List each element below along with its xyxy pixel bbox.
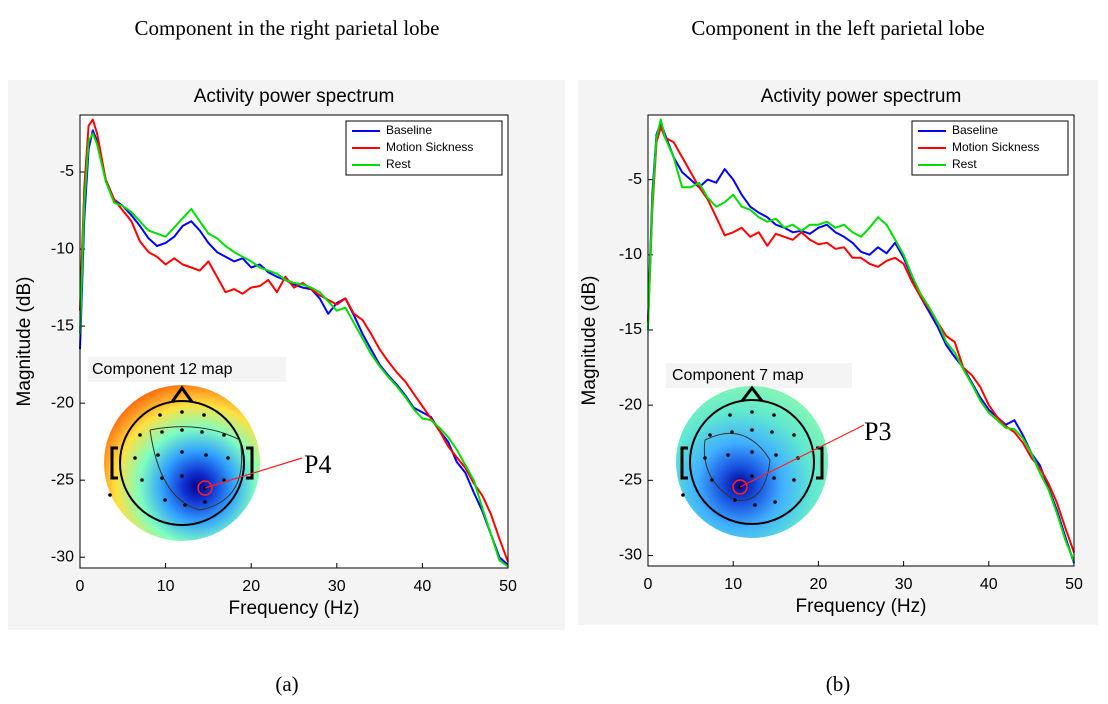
- electrode-label: P4: [304, 450, 331, 479]
- panel: Activity power spectrum Frequency (Hz) Mag…: [8, 80, 565, 630]
- legend-label: Baseline: [386, 123, 432, 137]
- topomap: [104, 385, 260, 541]
- x-tick-label: 30: [895, 576, 913, 593]
- y-tick-label: -10: [51, 240, 74, 257]
- x-tick-label: 50: [499, 578, 517, 595]
- plot: Activity power spectrum Frequency (Hz) Mag…: [579, 86, 1083, 617]
- panel-heading: Component in the right parietal lobe: [134, 16, 439, 40]
- y-tick-label: -15: [51, 317, 74, 334]
- legend-label: Baseline: [952, 123, 998, 137]
- nose: [740, 385, 764, 402]
- legend-label: Rest: [386, 157, 411, 171]
- y-tick-label: -25: [619, 472, 642, 489]
- head-outline: [119, 400, 245, 526]
- legend-label: Rest: [952, 157, 977, 171]
- panel: Activity power spectrum Frequency (Hz) Mag…: [578, 80, 1098, 625]
- series-line: [647, 126, 1075, 553]
- pointer: [204, 457, 303, 489]
- inset-box: [666, 363, 852, 388]
- x-tick-label: 40: [980, 576, 998, 593]
- x-tick-label: 0: [76, 578, 85, 595]
- inset-title: Component 12 map: [92, 361, 233, 378]
- panel-heading: Component in the left parietal lobe: [691, 16, 984, 40]
- x-tick-label: 20: [810, 576, 828, 593]
- x-axis-label: Frequency (Hz): [229, 598, 360, 619]
- x-tick-label: 10: [157, 578, 175, 595]
- y-axis-label: Magnitude (dB): [579, 276, 600, 406]
- caption: (b): [826, 672, 851, 696]
- plot-frame: [647, 114, 1075, 567]
- x-tick-label: 30: [328, 578, 346, 595]
- topomap-inset: Component 7 map P3: [666, 363, 891, 538]
- inset-title: Component 7 map: [672, 367, 804, 384]
- ears: [110, 446, 254, 480]
- caption: (a): [275, 672, 298, 696]
- topomap: [676, 386, 828, 538]
- y-tick-label: -15: [619, 321, 642, 338]
- contour: [149, 426, 243, 511]
- electrode-label: P3: [864, 417, 891, 446]
- x-tick-label: 50: [1065, 576, 1083, 593]
- electrode-marker: [197, 480, 213, 496]
- plot: Activity power spectrum Frequency (Hz) Mag…: [14, 86, 517, 619]
- x-tick-label: 10: [724, 576, 742, 593]
- y-tick-label: -20: [51, 394, 74, 411]
- electrode-marker: [732, 479, 748, 495]
- x-tick-label: 0: [644, 576, 653, 593]
- series-line: [647, 118, 1075, 562]
- chart-title: Activity power spectrum: [194, 86, 395, 107]
- x-tick-label: 40: [414, 578, 432, 595]
- plot-frame: [79, 114, 509, 569]
- chart-title: Activity power spectrum: [761, 86, 962, 107]
- y-tick-label: -5: [60, 163, 74, 180]
- y-tick-label: -30: [51, 548, 74, 565]
- y-tick-label: -10: [619, 246, 642, 263]
- y-tick-label: -20: [619, 396, 642, 413]
- y-tick-label: -5: [628, 171, 642, 188]
- electrodes: [681, 410, 800, 507]
- pointer: [739, 424, 865, 488]
- head-outline: [689, 399, 815, 525]
- legend-label: Motion Sickness: [952, 140, 1039, 154]
- series-line: [79, 132, 509, 568]
- nose: [170, 385, 194, 403]
- inset-box: [88, 357, 286, 382]
- y-tick-label: -30: [619, 547, 642, 564]
- topomap-inset: Component 12 map P4: [88, 357, 331, 541]
- legend-label: Motion Sickness: [386, 140, 473, 154]
- x-tick-label: 20: [242, 578, 260, 595]
- y-tick-label: -25: [51, 471, 74, 488]
- x-axis-label: Frequency (Hz): [796, 596, 927, 617]
- y-axis-label: Magnitude (dB): [14, 277, 35, 407]
- contour: [703, 432, 771, 501]
